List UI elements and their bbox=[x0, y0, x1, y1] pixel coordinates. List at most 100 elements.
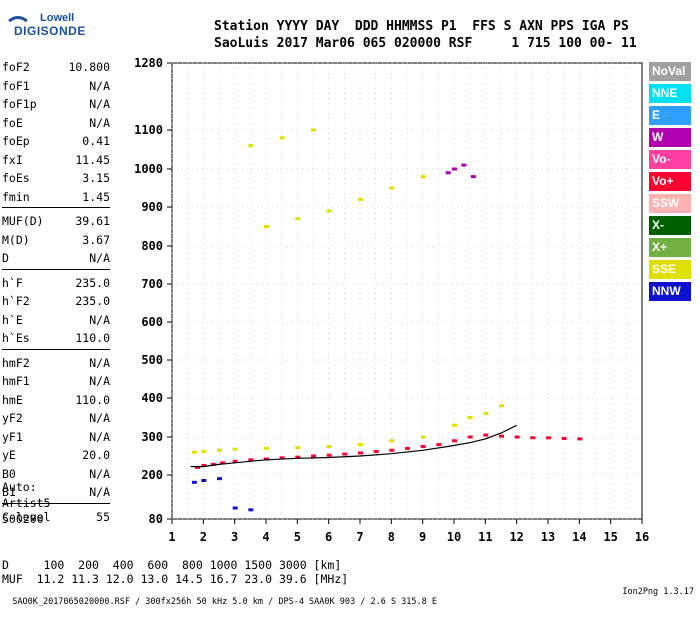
x-tick-label: 13 bbox=[541, 530, 555, 544]
y-tick-label: 1000 bbox=[134, 162, 163, 176]
param-separator bbox=[2, 268, 110, 274]
echo-point bbox=[295, 217, 301, 221]
echo-point bbox=[389, 439, 395, 443]
param-key: M(D) bbox=[2, 232, 30, 247]
param-value: 1.45 bbox=[82, 189, 110, 204]
echo-point bbox=[420, 175, 426, 179]
param-separator bbox=[2, 348, 110, 354]
logo-line1: Lowell bbox=[40, 12, 75, 24]
param-value: 20.0 bbox=[82, 448, 110, 462]
param-row-foep: foEp 0.41 bbox=[2, 132, 110, 151]
param-value: N/A bbox=[89, 429, 110, 444]
muf-distance-table: D 100 200 400 600 800 1000 1500 3000 [km… bbox=[2, 558, 348, 586]
x-tick-label: 5 bbox=[294, 530, 301, 544]
file-info-line: SAO0K_2017065020000.RSF / 300fx256h 50 k… bbox=[2, 587, 698, 617]
echo-point bbox=[499, 404, 504, 408]
echo-point bbox=[279, 136, 285, 140]
echo-point bbox=[452, 439, 457, 443]
echo-point bbox=[295, 446, 301, 450]
echo-point bbox=[420, 435, 426, 439]
param-key: fxI bbox=[2, 152, 23, 167]
echo-point bbox=[232, 506, 238, 510]
echo-point bbox=[445, 171, 451, 175]
echo-point bbox=[467, 416, 473, 419]
param-row-fof1: foF1 N/A bbox=[2, 77, 110, 96]
param-value: 39.61 bbox=[75, 214, 110, 228]
param-value: 3.67 bbox=[82, 232, 110, 247]
echo-point bbox=[358, 197, 363, 201]
echo-point bbox=[311, 128, 316, 132]
param-row-foe: foE N/A bbox=[2, 114, 110, 133]
plot-frame bbox=[171, 62, 643, 520]
param-value: 10.800 bbox=[68, 60, 110, 74]
autoscaled-trace bbox=[190, 424, 517, 468]
param-key: B0 bbox=[2, 466, 16, 481]
legend-item-nnw: NNW bbox=[649, 282, 691, 301]
echo-point bbox=[248, 458, 254, 462]
param-row-yf2: yF2 N/A bbox=[2, 409, 110, 428]
y-tick-label: 200 bbox=[141, 468, 163, 482]
param-row-md: M(D) 3.67 bbox=[2, 231, 110, 250]
y-tick-label: 300 bbox=[141, 430, 163, 444]
legend-item-sse: SSE bbox=[649, 260, 691, 279]
x-tick-label: 6 bbox=[325, 530, 332, 544]
ionogram-chart: 1 2 3 4 5 6 7 8 9 10 11 12 13 14 15 1680200300400500600… bbox=[134, 56, 649, 544]
param-value: 110.0 bbox=[75, 392, 110, 407]
param-separator bbox=[2, 502, 110, 508]
echo-point bbox=[191, 480, 197, 484]
param-value: N/A bbox=[89, 411, 110, 425]
param-key: foF2 bbox=[2, 60, 30, 74]
param-row-b1: B1 N/A bbox=[2, 483, 110, 502]
param-value: N/A bbox=[89, 97, 110, 111]
param-value: N/A bbox=[89, 312, 110, 327]
param-row-hf2: h`F2 235.0 bbox=[2, 292, 110, 311]
echo-point bbox=[232, 447, 238, 451]
param-value: N/A bbox=[89, 115, 110, 130]
param-key: foF1 bbox=[2, 78, 30, 93]
x-tick-label: 8 bbox=[388, 530, 395, 544]
scaled-parameters-panel: foF2 10.800 foF1 N/A foF1p N/A foE N/A foEp 0.41 f… bbox=[2, 58, 110, 526]
legend-item-nne: NNE bbox=[649, 84, 691, 103]
param-row-fmin: fmin 1.45 bbox=[2, 188, 110, 207]
legend-item-w: W bbox=[649, 128, 691, 147]
echo-point bbox=[483, 412, 489, 416]
echo-point bbox=[436, 443, 442, 447]
x-tick-label: 16 bbox=[635, 530, 649, 544]
param-row-clevel: C-level 55 bbox=[2, 508, 110, 527]
echo-point bbox=[405, 446, 410, 450]
param-key: yF1 bbox=[2, 429, 23, 444]
legend-item-vo: Vo- bbox=[649, 150, 691, 169]
param-row-fxi: fxI 11.45 bbox=[2, 151, 110, 170]
echo-point bbox=[264, 225, 269, 228]
param-row-mufd: MUF(D) 39.61 bbox=[2, 212, 110, 231]
param-key: D bbox=[2, 251, 9, 265]
param-value: 0.41 bbox=[82, 134, 110, 148]
param-key: h`E bbox=[2, 312, 23, 327]
y-tick-label: 900 bbox=[141, 200, 163, 214]
y-tick-label: 700 bbox=[141, 277, 163, 291]
x-tick-label: 4 bbox=[262, 530, 269, 544]
param-value: N/A bbox=[89, 355, 110, 370]
param-key: B1 bbox=[2, 485, 16, 499]
param-row-he: h`E N/A bbox=[2, 311, 110, 330]
param-key: foF1p bbox=[2, 97, 37, 111]
param-key: yF2 bbox=[2, 411, 23, 425]
logo-line2: DIGISONDE bbox=[14, 24, 86, 38]
param-key: hmF2 bbox=[2, 355, 30, 370]
legend-item-x: X- bbox=[649, 216, 691, 235]
param-row-fof1p: foF1p N/A bbox=[2, 95, 110, 114]
y-tick-label: 500 bbox=[141, 353, 163, 367]
echo-point bbox=[342, 452, 348, 456]
param-key: foEp bbox=[2, 134, 30, 148]
param-value: N/A bbox=[89, 466, 110, 481]
echo-point bbox=[514, 435, 520, 439]
param-row-hf: h`F 235.0 bbox=[2, 274, 110, 293]
x-tick-label: 9 bbox=[419, 530, 426, 544]
autoscaling-info: Auto: Artist5 500200 bbox=[2, 479, 50, 527]
param-key: h`F bbox=[2, 275, 23, 290]
param-value: 235.0 bbox=[75, 294, 110, 308]
echo-point bbox=[201, 449, 207, 453]
param-row-yf1: yF1 N/A bbox=[2, 428, 110, 447]
y-tick-label: 800 bbox=[141, 239, 163, 253]
x-tick-label: 2 bbox=[200, 530, 207, 544]
